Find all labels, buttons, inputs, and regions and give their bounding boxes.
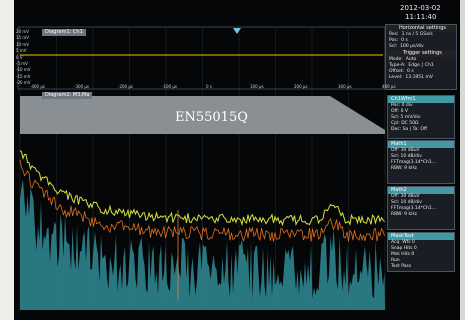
trigger-text: Level: [389, 75, 403, 80]
diagram2-title: Diagram2: M3,Ma [42, 92, 93, 99]
y-label: 0 V [16, 54, 23, 60]
x-label: 300 µs [338, 84, 352, 89]
panel-row: Msk Hits 0 [391, 252, 415, 257]
panel-row: Scl: 5 mV/div [391, 115, 421, 120]
setting-text: 0 s [401, 38, 408, 43]
trigger-row: Mode: Auto [386, 57, 456, 63]
panel-row: Scl: 10 dB/div [391, 154, 422, 159]
panel-row: Off: 0 V [391, 109, 408, 114]
setting-text: 100 µs/div [400, 44, 424, 49]
x-label: 0 s [206, 84, 212, 89]
setting-row: Res: 1 ns / 5 GSa/s [386, 32, 456, 38]
setting-text: Scl: [389, 44, 398, 49]
y-label: 10 mV [16, 41, 29, 47]
setting-row: Pos: 0 s [386, 38, 456, 44]
panel-row: Run [391, 258, 400, 263]
panel-row: Off: 30 dBuV [391, 194, 420, 199]
setting-text: Pos: [389, 38, 399, 43]
x-label: -300 µs [74, 84, 89, 89]
trigger-row: Level: 13.1951 mV [386, 75, 456, 81]
trigger-title: Trigger settings [386, 50, 456, 57]
date: 2012-03-02 [400, 4, 441, 12]
panel-title: Math2 [388, 187, 454, 194]
setting-text: Res: [389, 32, 399, 37]
x-label: 400 µs [382, 84, 396, 89]
side-panel: Math2 Off: 30 dBuV Scl: 10 dB/div FFTmag(3.… [387, 186, 455, 230]
x-label: -100 µs [162, 84, 177, 89]
trigger-text: Type-A: [389, 63, 406, 68]
panel-row: Cpl: DC 50Ω [391, 121, 419, 126]
diagram1-frame [17, 26, 386, 90]
trigger-text: Offset: [389, 69, 405, 74]
trigger-text: 13.1951 mV [405, 75, 433, 80]
spectrum-fill [20, 179, 385, 310]
side-panel: Math1 Off: 30 dBuV Scl: 10 dB/div FFTmag(3.… [387, 140, 455, 184]
panel-row: RBW: 9 kHz [391, 212, 417, 217]
panel-row: Snap Hits 0 [391, 246, 417, 251]
panel-row: Test Pass [391, 264, 412, 269]
y-label: 15 mV [16, 35, 29, 41]
side-panel: Ch1Wfm1 Pos: 0 div Off: 0 V Scl: 5 mV/div Cp… [387, 95, 455, 139]
setting-text: 1 ns / 5 GSa/s [401, 32, 433, 37]
trigger-row: Type-A: Edge ∫ Ch1 [386, 63, 456, 69]
y-label: -20 mV [16, 80, 31, 86]
y-label: 5 mV [16, 48, 27, 54]
y-label: -10 mV [16, 67, 31, 73]
panel-row: Acq. Wfs 0 [391, 240, 415, 245]
paper-edge [0, 0, 14, 320]
limit-label: EN55015Q [175, 110, 248, 125]
x-label: -400 µs [30, 84, 45, 89]
panel-row: RBW: 9 kHz [391, 166, 417, 171]
trigger-marker [233, 28, 241, 34]
limit-band [20, 96, 385, 134]
y-label: 20 mV [16, 29, 29, 34]
panel-row: Pos: 0 div [391, 103, 413, 108]
diagram1-title: Diagram1: Ch1 [42, 29, 86, 36]
trigger-text: Auto [405, 57, 417, 62]
x-label: -200 µs [118, 84, 133, 89]
panel-row: Dec: Sa | Ta: Off [391, 127, 427, 132]
panel-title: Math1 [388, 141, 454, 148]
trigger-text: 0 s [407, 69, 414, 74]
trigger-row: Offset: 0 s [386, 69, 456, 75]
setting-row: Scl: 100 µs/div [386, 44, 456, 50]
panel-row: FFTmag(3.14*Ch1... [391, 206, 437, 211]
spectrum-peak [19, 150, 385, 227]
panel-row: Off: 30 dBuV [391, 148, 420, 153]
y-label: -5 mV [16, 61, 28, 66]
horizontal-title: Horizontal settings [386, 25, 456, 32]
panel-title: MaskTest [388, 233, 454, 240]
panel-title: Ch1Wfm1 [388, 96, 454, 103]
x-label: 200 µs [294, 84, 308, 89]
panel-row: Scl: 10 dB/div [391, 200, 422, 205]
settings-panel: Horizontal settings Res: 1 ns / 5 GSa/s Po… [385, 24, 457, 90]
trigger-text: Mode: [389, 57, 403, 62]
spectrum-max [19, 159, 385, 243]
panel-row: FFTmag(3.14*Ch1... [391, 160, 437, 165]
trigger-text: Edge ∫ Ch1 [408, 63, 434, 68]
x-label: 100 µs [250, 84, 264, 89]
y-label: -15 mV [16, 73, 31, 79]
time: 11:11:40 [405, 13, 437, 21]
